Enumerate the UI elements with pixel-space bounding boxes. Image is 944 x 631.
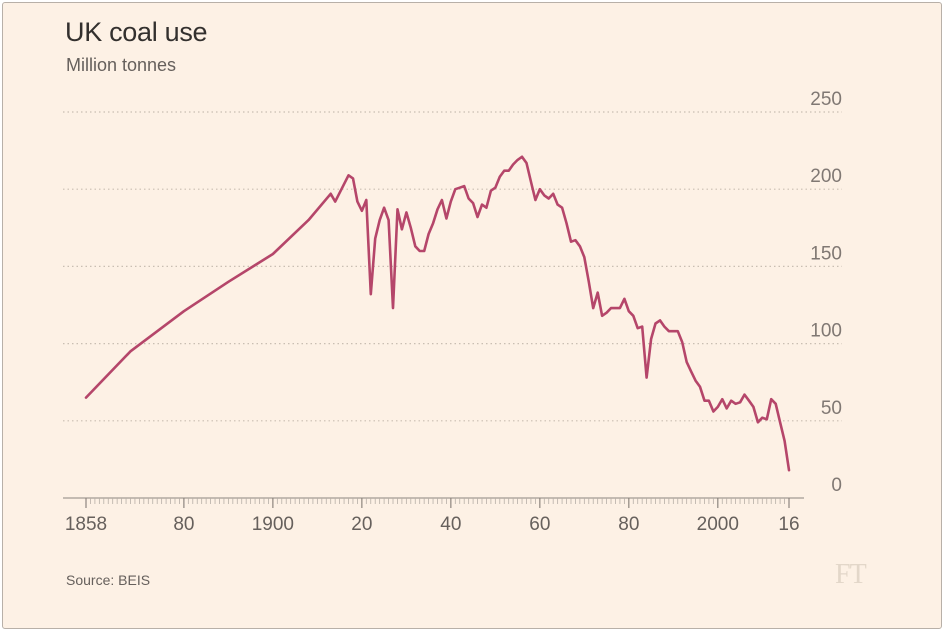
x-tick-label: 1900 (252, 514, 294, 535)
y-tick-label: 200 (810, 166, 842, 187)
y-tick-label: 0 (831, 475, 842, 496)
gridlines (63, 111, 842, 422)
x-tick-label: 2000 (697, 514, 739, 535)
x-tick-label: 1858 (65, 514, 107, 535)
chart-subtitle: Million tonnes (66, 55, 177, 75)
x-tick-label: 20 (351, 514, 372, 535)
x-tick-label: 16 (778, 514, 799, 535)
ft-logo: FT (835, 559, 867, 590)
y-tick-label: 250 (810, 89, 842, 110)
source-note: Source: BEIS (66, 572, 151, 588)
chart-title: UK coal use (65, 17, 208, 47)
x-tick-label: 80 (173, 514, 194, 535)
x-tick-label: 40 (440, 514, 461, 535)
series-layer (84, 155, 791, 472)
y-tick-label: 50 (821, 398, 842, 419)
series-line-coal-use (84, 155, 791, 472)
y-tick-label: 100 (810, 321, 842, 342)
x-axis (63, 497, 804, 508)
x-tick-label: 60 (529, 514, 550, 535)
x-axis-ticks: 1858 80 1900 20 40 60 80 2000 16 (65, 514, 800, 535)
y-tick-label: 150 (810, 243, 842, 264)
y-axis-ticks: 0 50 100 150 200 250 (810, 89, 842, 496)
x-tick-label: 80 (618, 514, 639, 535)
